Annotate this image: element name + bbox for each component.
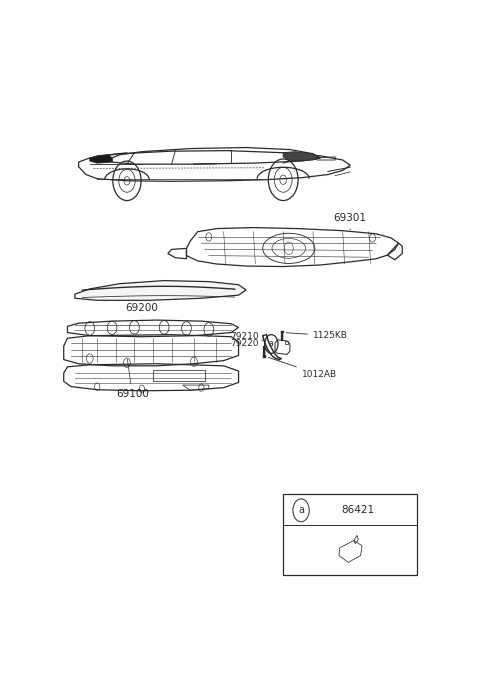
Text: 1125KB: 1125KB <box>287 331 348 340</box>
Text: 69200: 69200 <box>125 304 158 313</box>
Polygon shape <box>75 281 246 300</box>
Polygon shape <box>263 356 266 358</box>
Text: 69100: 69100 <box>116 359 149 399</box>
Text: 1012AB: 1012AB <box>268 357 337 379</box>
Text: 86421: 86421 <box>341 506 374 515</box>
Text: a: a <box>298 506 304 515</box>
Text: a: a <box>269 340 274 348</box>
Text: 79220: 79220 <box>230 340 259 348</box>
Polygon shape <box>281 331 284 333</box>
Polygon shape <box>283 152 321 161</box>
Text: 69301: 69301 <box>334 213 366 230</box>
Text: 79210: 79210 <box>230 332 259 342</box>
Polygon shape <box>90 155 112 163</box>
